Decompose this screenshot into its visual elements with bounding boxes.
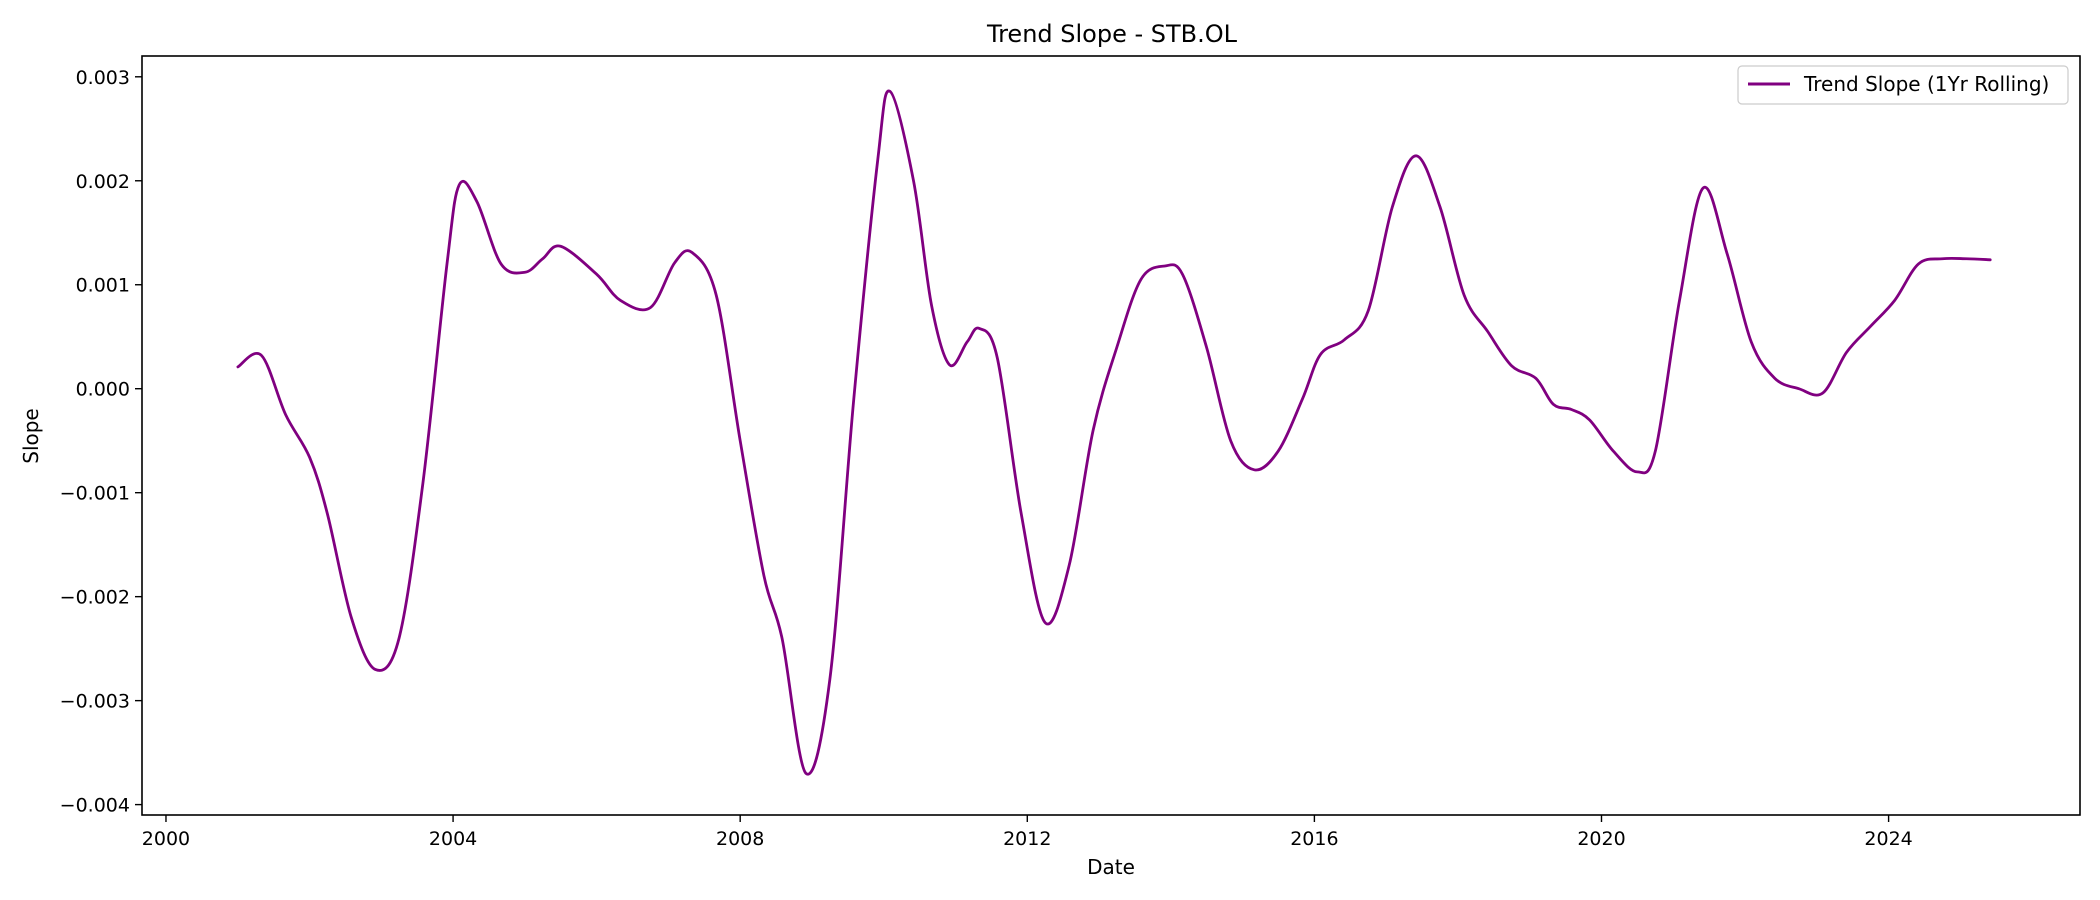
- x-tick-label: 2024: [1864, 828, 1912, 850]
- x-tick-label: 2012: [1003, 828, 1051, 850]
- y-tick-label: 0.002: [76, 171, 130, 193]
- x-tick-label: 2016: [1290, 828, 1338, 850]
- x-tick-label: 2000: [142, 828, 190, 850]
- y-tick-label: 0.001: [76, 275, 130, 297]
- chart-title: Trend Slope - STB.OL: [986, 20, 1238, 48]
- x-tick-label: 2008: [716, 828, 764, 850]
- y-axis: 0.003 0.002 0.001 0.000 −0.001 −0.002 −0.003 −0…: [60, 67, 142, 817]
- y-tick-label: −0.003: [60, 691, 130, 713]
- y-axis-title: Slope: [19, 408, 43, 464]
- legend-box: [1737, 65, 2069, 105]
- x-tick-label: 2004: [429, 828, 477, 850]
- y-tick-label: −0.002: [60, 587, 130, 609]
- y-tick-label: −0.004: [60, 795, 130, 817]
- y-tick-label: −0.001: [60, 483, 130, 505]
- x-tick-label: 2020: [1577, 828, 1625, 850]
- y-tick-label: 0.003: [76, 67, 130, 89]
- series-layer: [236, 89, 1992, 776]
- series-line-trend-slope: [236, 89, 1992, 776]
- legend: Trend Slope (1Yr Rolling): [1737, 65, 2069, 105]
- x-axis-title: Date: [1087, 855, 1135, 879]
- x-axis: 2000 2004 2008 2012 2016 2020 2024: [142, 815, 1913, 850]
- y-tick-label: 0.000: [76, 379, 130, 401]
- plot-frame: [141, 55, 2081, 816]
- plot-area: [141, 55, 2081, 816]
- legend-label: Trend Slope (1Yr Rolling): [1803, 72, 2049, 96]
